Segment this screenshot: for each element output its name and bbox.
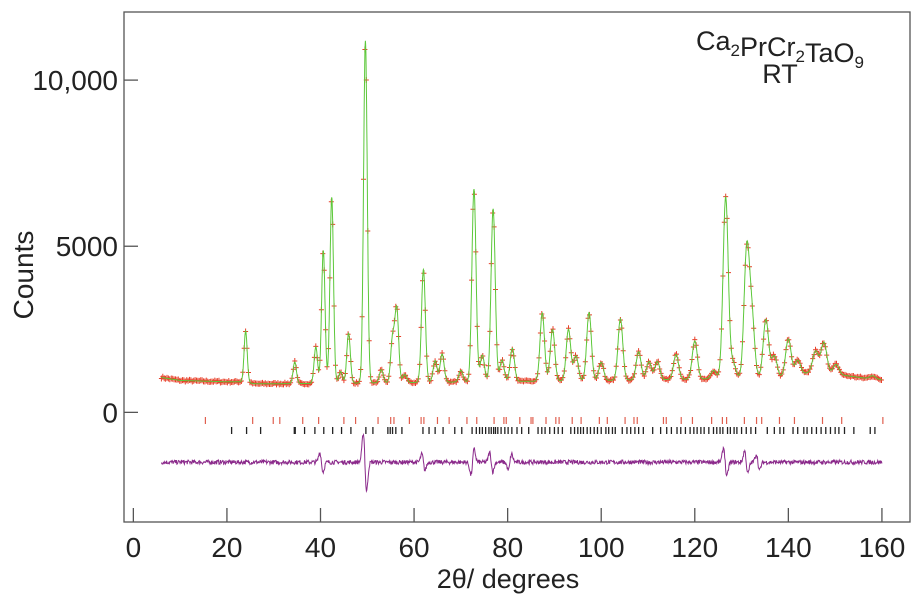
- x-tick-label: 0: [126, 532, 142, 563]
- y-axis: 0 5000 10,000: [32, 65, 138, 428]
- y-tick-label: 5000: [56, 231, 118, 262]
- chart-subtitle: RT: [762, 59, 798, 89]
- x-tick-label: 80: [492, 532, 523, 563]
- phase2-reflection-ticks: [230, 427, 876, 434]
- title-subscript: 2: [731, 41, 740, 60]
- x-tick-label: 120: [671, 532, 718, 563]
- title-subscript: 9: [855, 53, 864, 72]
- title-part: TaO: [805, 38, 855, 68]
- title-part: PrCr: [740, 32, 796, 62]
- x-tick-label: 20: [211, 532, 242, 563]
- x-tick-label: 140: [765, 532, 812, 563]
- plot-frame: [123, 11, 911, 523]
- difference-curve: [160, 432, 883, 493]
- y-tick-label: 10,000: [32, 65, 118, 96]
- observed-crosses: [158, 46, 884, 388]
- calculated-curve: [161, 40, 882, 385]
- title-part: Ca: [696, 26, 731, 56]
- x-axis-label: 2θ/ degrees: [437, 564, 580, 594]
- x-tick-label: 40: [305, 532, 336, 563]
- x-tick-label: 160: [859, 532, 906, 563]
- x-tick-label: 60: [398, 532, 429, 563]
- phase1-reflection-ticks: [204, 417, 884, 424]
- title-subscript: 2: [796, 47, 805, 66]
- y-axis-label: Counts: [8, 231, 39, 320]
- y-tick-label: 0: [102, 397, 118, 428]
- chart-title: Ca2PrCr2TaO9: [696, 26, 864, 72]
- x-tick-label: 100: [578, 532, 625, 563]
- x-axis: 0 20 40 60 80 100 120 140 160: [126, 508, 906, 563]
